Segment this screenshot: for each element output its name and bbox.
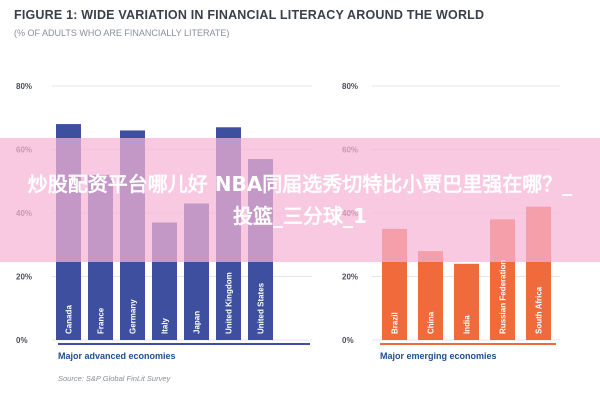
y-tick-label: 0% — [16, 336, 28, 345]
chart-title: FIGURE 1: WIDE VARIATION IN FINANCIAL LI… — [14, 8, 485, 22]
panel-label-emerging: Major emerging economies — [380, 351, 497, 361]
watermark-banner: 炒股配资平台哪儿好 NBA同届选秀切特比小贾巴里强在哪？_投篮_三分球_1 — [0, 138, 600, 262]
panel-label-advanced: Major advanced economies — [58, 351, 176, 361]
watermark-text: 炒股配资平台哪儿好 NBA同届选秀切特比小贾巴里强在哪？_投篮_三分球_1 — [27, 172, 573, 228]
category-label: Italy — [161, 317, 170, 334]
category-label: India — [463, 315, 472, 334]
category-label: Russian Federation — [499, 260, 508, 334]
category-label: France — [97, 307, 106, 334]
category-label: United Kingdom — [225, 272, 234, 334]
y-tick-label: 20% — [342, 273, 358, 282]
chart-source: Source: S&P Global FinLit Survey — [58, 374, 171, 383]
category-label: Brazil — [391, 312, 400, 334]
category-label: Japan — [193, 311, 202, 334]
category-label: South Africa — [535, 286, 544, 334]
category-label: United States — [257, 282, 266, 334]
y-tick-label: 20% — [16, 273, 32, 282]
panel-underline-emerging — [380, 343, 556, 345]
chart-subtitle: (% OF ADULTS WHO ARE FINANCIALLY LITERAT… — [14, 28, 230, 38]
category-label: China — [427, 311, 436, 334]
panel-underline-advanced — [58, 343, 310, 345]
category-label: Germany — [129, 299, 138, 334]
y-tick-label: 80% — [16, 82, 32, 91]
y-tick-label: 0% — [342, 336, 354, 345]
bar — [454, 263, 479, 340]
y-tick-label: 80% — [342, 82, 358, 91]
category-label: Canada — [65, 305, 74, 334]
bar — [418, 251, 443, 340]
